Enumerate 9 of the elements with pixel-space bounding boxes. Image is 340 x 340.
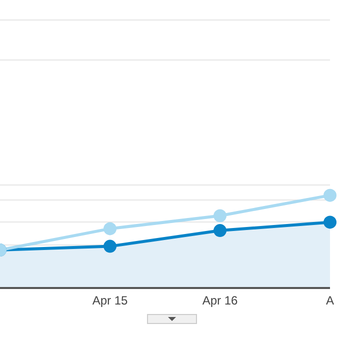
point <box>104 222 116 236</box>
x-tick-label: A <box>326 294 334 308</box>
x-tick-label: Apr 15 <box>92 294 128 308</box>
point <box>324 216 336 229</box>
point <box>104 240 116 253</box>
x-tick-label: Apr 16 <box>202 294 238 308</box>
point <box>324 188 336 202</box>
point <box>214 224 226 238</box>
point <box>214 209 226 222</box>
